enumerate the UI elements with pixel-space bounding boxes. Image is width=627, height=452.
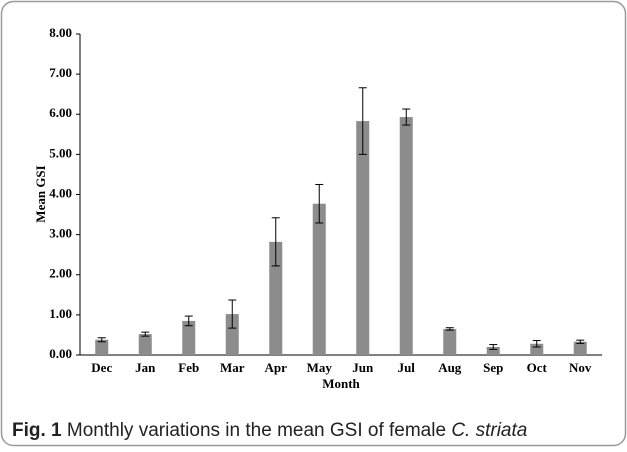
- x-tick-label: Apr: [265, 360, 288, 375]
- caption-label: Fig. 1: [12, 420, 62, 441]
- x-tick-label: Jul: [398, 360, 416, 375]
- bar: [95, 339, 109, 355]
- caption: Fig. 1 Monthly variations in the mean GS…: [12, 420, 527, 441]
- y-axis-title: Mean GSI: [33, 165, 48, 222]
- bar: [573, 341, 587, 355]
- y-tick-label: 4.00: [49, 185, 72, 200]
- y-tick-label: 0.00: [49, 346, 72, 361]
- bar: [312, 203, 326, 355]
- bar: [399, 117, 413, 355]
- y-tick-label: 6.00: [49, 105, 72, 120]
- bar: [138, 334, 152, 355]
- bar: [443, 328, 457, 355]
- y-tick-label: 5.00: [49, 145, 72, 160]
- bar: [356, 121, 370, 355]
- x-tick-label: Dec: [91, 360, 112, 375]
- y-tick-label: 8.00: [49, 25, 72, 40]
- y-tick-label: 7.00: [49, 65, 72, 80]
- x-tick-label: Oct: [527, 360, 548, 375]
- x-tick-label: Aug: [438, 360, 462, 375]
- x-tick-label: Feb: [178, 360, 199, 375]
- bar: [530, 343, 544, 355]
- bar: [269, 241, 283, 355]
- x-tick-label: Jun: [352, 360, 374, 375]
- bar: [225, 314, 239, 355]
- bar: [486, 346, 500, 355]
- y-tick-label: 1.00: [49, 306, 72, 321]
- caption-species: C. striata: [451, 420, 527, 441]
- bar: [182, 320, 196, 355]
- x-tick-label: Nov: [569, 360, 592, 375]
- x-tick-label: May: [307, 360, 333, 375]
- x-tick-label: Mar: [220, 360, 245, 375]
- y-tick-label: 3.00: [49, 226, 72, 241]
- caption-text: Monthly variations in the mean GSI of fe…: [67, 420, 446, 441]
- x-tick-label: Jan: [135, 360, 156, 375]
- x-axis-title: Month: [322, 376, 360, 391]
- x-tick-label: Sep: [483, 360, 503, 375]
- y-tick-label: 2.00: [49, 266, 72, 281]
